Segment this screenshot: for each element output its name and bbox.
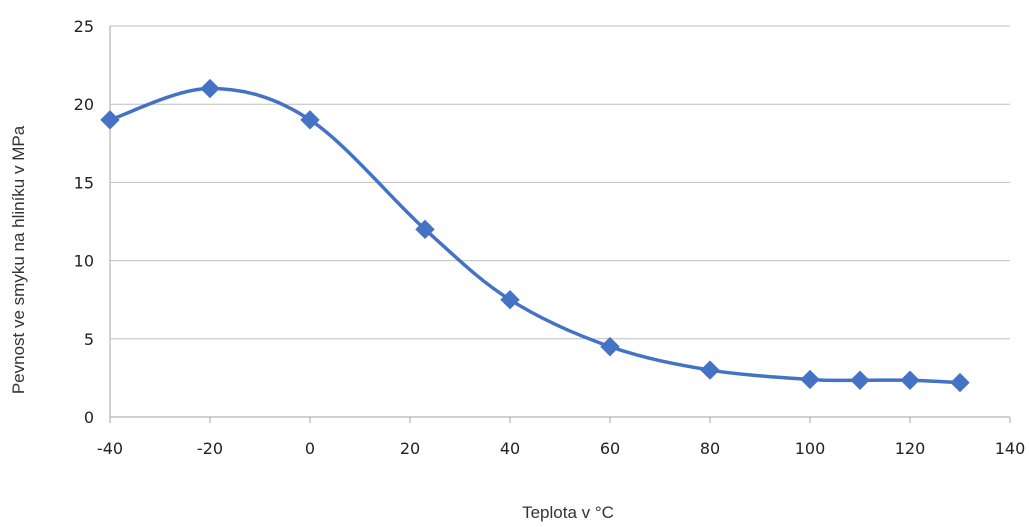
data-point-marker <box>200 78 220 99</box>
y-tick-label: 25 <box>74 17 94 36</box>
x-axis-title: Teplota v °C <box>522 503 614 522</box>
data-point-marker <box>900 370 920 390</box>
x-tick-label: 120 <box>895 439 926 458</box>
y-tick-labels: 0 5 10 15 20 25 <box>74 17 94 427</box>
data-point-marker <box>415 219 435 240</box>
y-tick-label: 20 <box>74 95 94 114</box>
y-tick-label: 0 <box>84 408 94 427</box>
y-axis-title: Pevnost ve smyku na hliníku v MPa <box>9 125 28 394</box>
data-point-marker <box>500 289 520 310</box>
data-point-marker <box>100 110 120 130</box>
x-tick-label: 20 <box>400 439 420 458</box>
x-tick-label: 80 <box>700 439 720 458</box>
x-tick-labels: -40 -20 0 20 40 60 80 100 120 140 <box>97 439 1025 458</box>
data-point-marker <box>850 370 870 390</box>
axes <box>109 26 1011 423</box>
x-tick-label: 100 <box>795 439 826 458</box>
x-tick-label: 0 <box>305 439 315 458</box>
x-tick-label: 40 <box>500 439 520 458</box>
data-point-marker <box>600 336 620 357</box>
data-point-marker <box>300 110 320 130</box>
y-tick-label: 10 <box>74 252 94 271</box>
data-point-marker <box>950 372 970 393</box>
x-tick-label: -40 <box>97 439 123 458</box>
gridlines <box>110 25 1010 340</box>
x-tick-label: -20 <box>197 439 223 458</box>
series-group <box>100 78 970 393</box>
y-tick-label: 15 <box>74 173 94 192</box>
y-tick-label: 5 <box>84 330 94 349</box>
data-point-marker <box>800 369 820 390</box>
data-point-marker <box>700 360 720 380</box>
x-tick-label: 140 <box>995 439 1026 458</box>
x-tick-label: 60 <box>600 439 620 458</box>
